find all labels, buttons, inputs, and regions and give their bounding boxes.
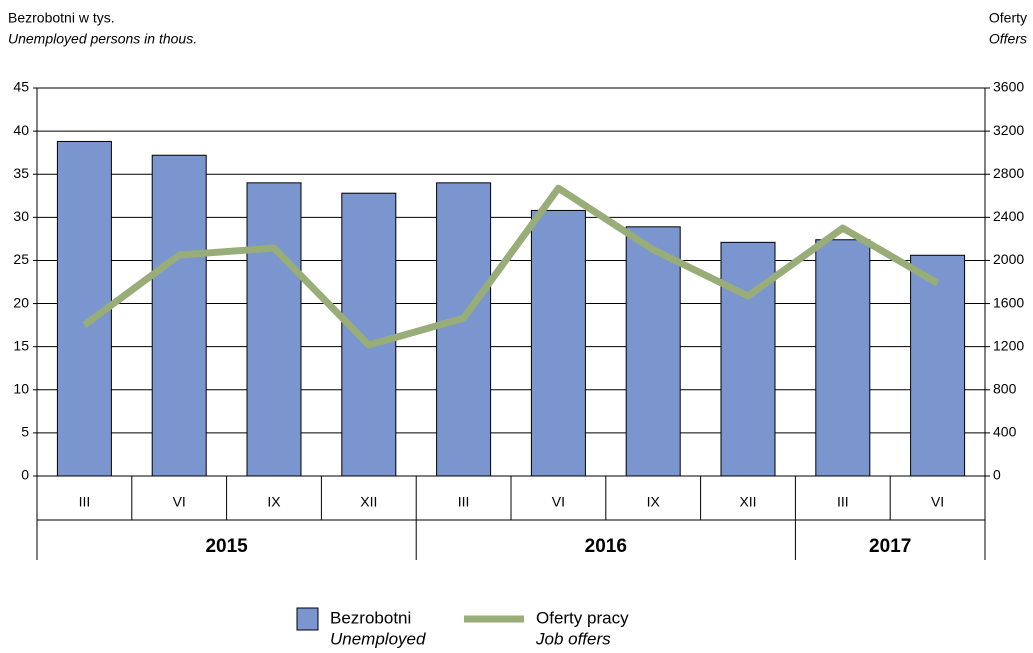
y-label: Bezrobotni w tys. [8, 10, 115, 26]
y-tick-label: 15 [13, 337, 29, 353]
legend-label-en: Unemployed [330, 629, 426, 648]
y2-tick-label: 400 [993, 424, 1017, 440]
x-tick-label: III [458, 494, 470, 510]
group-label: 2017 [869, 536, 911, 557]
bar [530, 209, 586, 477]
y2-tick-label: 2400 [993, 208, 1024, 224]
bar [341, 192, 397, 477]
y-tick-label: 0 [21, 467, 29, 483]
bar [910, 254, 966, 477]
bar [815, 239, 871, 477]
x-tick-label: VI [931, 494, 944, 510]
bar [436, 182, 492, 477]
y-tick-label: 30 [13, 208, 29, 224]
y-tick-label: 45 [13, 79, 29, 95]
y-tick-label: 40 [13, 122, 29, 138]
y2-tick-label: 1600 [993, 294, 1024, 310]
y-label-en: Unemployed persons in thous. [8, 31, 197, 47]
y2-tick-label: 0 [993, 467, 1001, 483]
y-tick-label: 25 [13, 251, 29, 267]
bar [720, 241, 776, 477]
y-tick-label: 10 [13, 380, 29, 396]
x-tick-label: VI [552, 494, 565, 510]
y2-tick-label: 3200 [993, 122, 1024, 138]
x-tick-label: VI [173, 494, 186, 510]
bar [246, 182, 302, 477]
y2-tick-label: 2800 [993, 165, 1024, 181]
legend-label-en: Job offers [535, 629, 611, 648]
y2-tick-label: 800 [993, 380, 1017, 396]
line-series [82, 184, 940, 349]
x-tick-label: IX [267, 494, 281, 510]
group-label: 2016 [585, 536, 627, 557]
y2-label: Oferty [989, 10, 1027, 26]
y2-label-en: Offers [989, 31, 1027, 47]
bar [151, 154, 207, 477]
x-tick-label: XII [360, 494, 377, 510]
y-tick-label: 5 [21, 424, 29, 440]
group-label: 2015 [205, 536, 248, 557]
x-tick-label: III [79, 494, 91, 510]
y-tick-label: 20 [13, 294, 29, 310]
legend-label: Bezrobotni [330, 608, 411, 627]
legend-swatch [296, 607, 319, 631]
y2-tick-label: 2000 [993, 251, 1024, 267]
legend-label: Oferty pracy [536, 608, 629, 627]
y-tick-label: 35 [13, 165, 29, 181]
y2-tick-label: 1200 [993, 337, 1024, 353]
x-tick-label: III [837, 494, 849, 510]
x-tick-label: IX [647, 494, 661, 510]
bar [625, 226, 681, 477]
y2-tick-label: 3600 [993, 79, 1024, 95]
x-tick-label: XII [739, 494, 756, 510]
